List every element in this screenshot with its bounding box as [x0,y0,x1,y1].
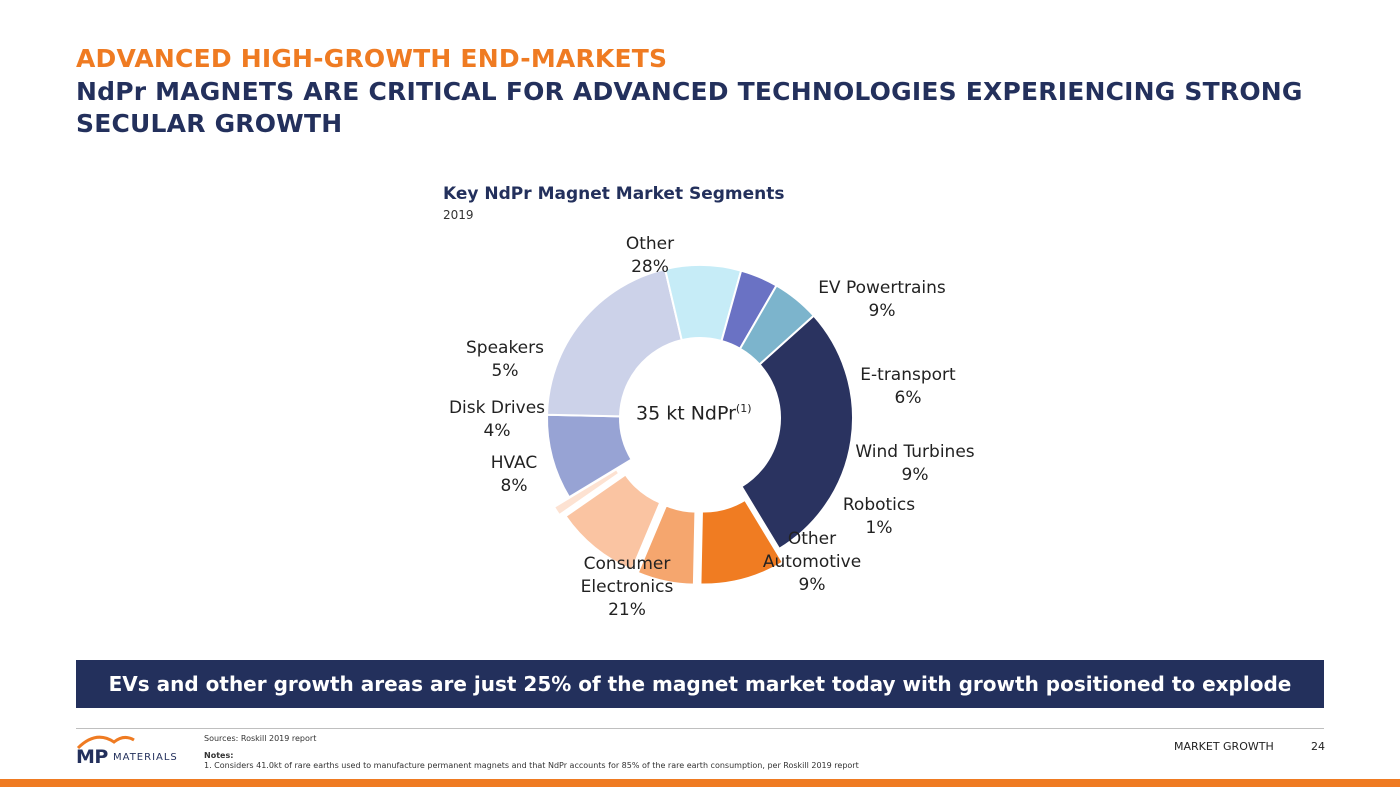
donut-center-label: 35 kt NdPr(1) [636,402,752,425]
logo-mountain-icon [76,735,135,750]
chart-subtitle: 2019 [443,208,474,222]
logo-mp-text: MP [76,746,108,768]
logo-materials-text: MATERIALS [113,752,178,763]
footer-sources: Sources: Roskill 2019 report [204,734,317,743]
footer-divider [76,728,1324,729]
footer-notes-heading: Notes: [204,751,234,760]
slide-subtitle: NdPr MAGNETS ARE CRITICAL FOR ADVANCED T… [76,77,1303,138]
donut-slice-ev-powertrains [699,498,785,586]
footer-section-name: MARKET GROWTH [1174,740,1274,753]
segment-label-speakers: Speakers 5% [465,338,544,381]
segment-label-other-automotive: Other Automotive 9% [762,529,862,595]
donut-slice-wind-turbines [564,473,662,572]
segment-label-other: Other 28% [625,234,675,277]
mp-materials-logo: MP MATERIALS [76,730,186,770]
segment-label-robotics: Robotics 1% [842,495,916,538]
segment-label-wind-turbines: Wind Turbines 9% [855,442,975,485]
donut-slice-e-transport [636,504,697,586]
chart-title: Key NdPr Magnet Market Segments [443,184,785,204]
slide-title: ADVANCED HIGH-GROWTH END-MARKETS [76,44,668,73]
segment-label-e-transport: E-transport 6% [860,365,956,408]
callout-banner: EVs and other growth areas are just 25% … [76,660,1324,708]
donut-slice-other [740,314,854,551]
segment-label-disk-drives: Disk Drives 4% [448,398,546,441]
segment-label-ev-powertrains: EV Powertrains 9% [818,278,946,321]
bottom-accent-bar [0,779,1400,787]
footer-note-1: 1. Considers 41.0kt of rare earths used … [204,761,859,770]
donut-slice-consumer-electronics [546,267,683,418]
donut-slice-speakers [738,284,816,366]
segment-label-hvac: HVAC 8% [490,453,538,496]
segment-label-consumer-electronics: Consumer Electronics 21% [580,554,674,620]
page-number: 24 [1311,740,1325,753]
